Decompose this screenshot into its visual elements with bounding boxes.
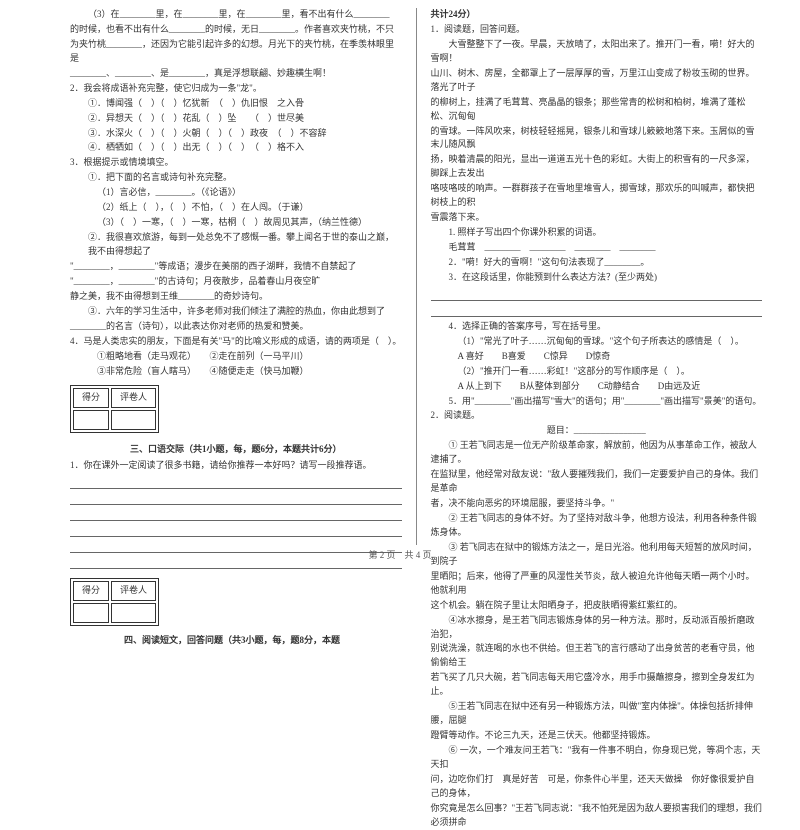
section-3-title: 三、口语交际（共1小题，每，题6分，本题共计6分） xyxy=(70,443,402,457)
score-header-2: 评卷人 xyxy=(111,388,156,408)
question-4b: ③非常危险（盲人瞎马） ④随便走走（快马加鞭） xyxy=(70,365,402,379)
question-3: 3．根据提示或情境填空。 xyxy=(70,156,402,170)
question-3f: "________，________"等成语；漫步在美丽的西子湖畔，我情不自禁起… xyxy=(70,260,402,274)
passage2-line: 你究竟是怎么回事？"王若飞同志说："我不怕死是因为敌人要损害我们的理想，我们必须… xyxy=(431,802,763,830)
passage2-line: 别说洗澡，就连喝的水也不供给。但王若飞的言行感动了出身贫苦的老看守员，他偷偷给王 xyxy=(431,642,763,670)
right-column: 共计24分） 1．阅读题，回答问题。 大雪整整下了一夜。早晨，天放晴了，太阳出来… xyxy=(417,8,773,545)
fill-blank-line: ________、________、是________，真是浮想联翩、妙趣横生啊… xyxy=(70,67,402,81)
reading-q2: 2．阅读题。 xyxy=(431,409,763,423)
write-line xyxy=(431,288,763,301)
question-3i: ③．六年的学习生活中，许多老师对我们倾注了满腔的热血，你由此想到了 xyxy=(70,305,402,319)
sub-q4-2: （2）"推开门一看……彩虹！"这部分的写作顺序是（ ）。 xyxy=(431,365,763,379)
passage-line: 咯吱咯吱的响声。一群群孩子在雪地里堆雪人，掷雪球，那欢乐的叫喊声，都快把树枝上的… xyxy=(431,182,763,210)
page-footer: 第 2 页 共 4 页 xyxy=(0,548,800,561)
question-3j: ________的名言（诗句），以此表达你对老师的热爱和赞美。 xyxy=(70,320,402,334)
question-3a: ①．把下面的名言或诗句补充完整。 xyxy=(70,171,402,185)
section-3-question: 1．你在课外一定阅读了很多书籍，请给你推荐一本好吗？请写一段推荐语。 xyxy=(70,459,402,473)
question-3e: ②．我很喜欢旅游，每到一处总免不了感慨一番。攀上闻名于世的泰山之巅，我不由得想起… xyxy=(70,231,402,259)
score-table: 得分 评卷人 xyxy=(70,385,159,433)
write-line xyxy=(70,524,402,537)
sub-q4-2-options: A 从上到下 B从整体到部分 C动静结合 D由远及近 xyxy=(431,380,763,394)
reading-q1: 1．阅读题，回答问题。 xyxy=(431,23,763,37)
passage2-line: 里晒阳；后来，他得了严重的风湿性关节炎，敌人被迫允许他每天晒一两个小时。他就利用 xyxy=(431,570,763,598)
sub-q1-blank: 毛茸茸 ________ ________ ________ ________ xyxy=(431,241,763,255)
fill-blank-line: （3）在________里，在________里，在________里，看不出有… xyxy=(70,8,402,22)
passage2-line: 若飞买了几只大碗，若飞同志每天用它盛冷水，用手巾摄蘸擦身，擦到全身发红为止。 xyxy=(431,671,763,699)
passage2-line: ⑥ 一次，一个难友问王若飞："我有一件事不明白，你身现已党，等凋个志，天天扣 xyxy=(431,744,763,772)
passage-line: 扬，映着清晨的阳光，显出一道道五光十色的彩虹。大街上的积雪有的一尺多深，脚踩上去… xyxy=(431,153,763,181)
write-line xyxy=(70,492,402,505)
passage2-line: 在监狱里，他经常对敌友说："敌人要摧残我们，我们一定要爱护自己的身体。我们是革命 xyxy=(431,468,763,496)
question-2b: ②．异想天（ ）（ ）花乱（ ）坠 （ ）世尽美 xyxy=(70,112,402,126)
question-2c: ③．水深火（ ）（ ）火朝（ ）（ ）政夜 （ ）不容辞 xyxy=(70,127,402,141)
passage-title: 题目：________________ xyxy=(431,424,763,438)
question-4: 4．马是人类忠实的朋友，下面是有关"马"的比喻义形成的成语，请的两项是（ ）。 xyxy=(70,335,402,349)
fill-blank-line: 的时候，也看不出有什么________的时候，无日________。作者喜欢夹竹… xyxy=(70,23,402,37)
sub-q3: 3．在这段话里，你能预到什么表达方法？(至少两处) xyxy=(431,271,763,285)
passage2-line: 这个机会。躺在院子里让太阳晒身子，把皮肤晒得紫红紫红的。 xyxy=(431,599,763,613)
question-2: 2．我会将成语补充完整，使它归成为一条"龙"。 xyxy=(70,82,402,96)
passage-line: 山川、树木、房屋，全都罩上了一层厚厚的雪，万里江山变成了粉妆玉砌的世界。落光了叶… xyxy=(431,67,763,95)
question-4a: ①粗略地看（走马观花） ②走在前列（一马平川） xyxy=(70,350,402,364)
question-2a: ①．博闻强（ ）（ ）忆犹新 （ ）仇旧恨 之入骨 xyxy=(70,97,402,111)
passage2-line: ① 王若飞同志是一位无产阶级革命家，解放前，他因为从事革命工作，被敌人逮捕了。 xyxy=(431,439,763,467)
passage2-line: ④冰水擦身，是王若飞同志锻炼身体的另一种方法。那时，反动派百般折磨政治犯， xyxy=(431,614,763,642)
sub-q4-1-options: A 喜好 B喜爱 C惊异 D惊奇 xyxy=(431,350,763,364)
question-3d: （3）（ ）一寒，（ ）一寒，枯桐（ ）故周见其声，（纳兰性德） xyxy=(70,216,402,230)
sub-q1: 1. 照样子写出四个你课外积累的词语。 xyxy=(431,226,763,240)
score-header-1: 得分 xyxy=(73,388,109,408)
left-column: （3）在________里，在________里，在________里，看不出有… xyxy=(60,8,417,545)
score-table: 得分 评卷人 xyxy=(70,578,159,626)
passage2-line: 蹬臂等动作。不论三九天，还是三伏天。他都坚持锻炼。 xyxy=(431,729,763,743)
question-2d: ④．栖牺如（ ）（ ）出无（ ）（ ） （ ）格不入 xyxy=(70,141,402,155)
passage2-line: ⑤王若飞同志在狱中还有另一种锻炼方法，叫做"室内体操"。体操包括折排伸腰，屈腿 xyxy=(431,700,763,728)
sub-q4-1: （1）"常光了叶子……沉甸甸的雪球。"这个句子所表达的感情是（ ）。 xyxy=(431,335,763,349)
write-line xyxy=(70,476,402,489)
question-3b: （1）言必信，________。（《论语》） xyxy=(70,186,402,200)
section-4-title: 四、阅读短文，回答问题（共3小题，每，题8分，本题 xyxy=(70,634,402,648)
sub-q5: 5．用"________"画出描写"雪大"的语句；用"________"画出描写… xyxy=(431,395,763,409)
sub-q2: 2．"嗬！好大的雪啊！"这句句法表现了________。 xyxy=(431,256,763,270)
sub-q4: 4．选择正确的答案序号，写在括号里。 xyxy=(431,320,763,334)
question-3h: 静之美，我不由得想到王维________的奇妙诗句。 xyxy=(70,290,402,304)
passage-line: 雪震落下来。 xyxy=(431,211,763,225)
score-header-1: 得分 xyxy=(73,581,109,601)
question-3g: "________，________"的古诗句；月夜散步，品着春山月夜空旷 xyxy=(70,275,402,289)
write-line xyxy=(70,508,402,521)
passage-line: 大雪整整下了一夜。早晨，天放晴了，太阳出来了。推开门一看，嗬！好大的雪啊！ xyxy=(431,38,763,66)
passage2-line: ② 王若飞同志的身体不好。为了坚持对敌斗争，他想方设法，利用各种条件锻炼身体。 xyxy=(431,512,763,540)
score-header-2: 评卷人 xyxy=(111,581,156,601)
question-3c: （2）纸上（ ），（ ）不怕，（ ）在人闯。（于谦） xyxy=(70,201,402,215)
write-line xyxy=(431,304,763,317)
passage2-line: 者，决不能向恶劣的环境屈服，要坚持斗争。" xyxy=(431,497,763,511)
passage-line: 的柳树上，挂满了毛茸茸、亮晶晶的银条；那些常青的松树和柏树，堆满了蓬松松、沉甸甸 xyxy=(431,96,763,124)
passage-line: 的雪球。一阵风吹来，树枝轻轻摇晃，银条儿和雪球儿簌簌地落下来。玉屑似的雪末儿随风… xyxy=(431,125,763,153)
passage2-line: 问，边吃你们打 真是好苦 可是，你条件心半里，还天天做操 你好像很爱护自己的身体… xyxy=(431,773,763,801)
section-4-continued: 共计24分） xyxy=(431,8,763,22)
fill-blank-line: 为夹竹桃________，还因为它能引起许多的幻想。月光下的夹竹桃，在季羡林眼里… xyxy=(70,38,402,66)
